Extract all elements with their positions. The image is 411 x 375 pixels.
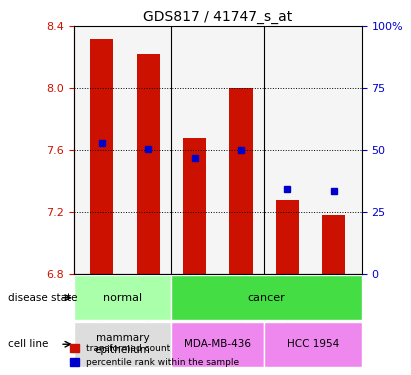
Bar — [183, 138, 206, 274]
Text: disease state: disease state — [8, 293, 78, 303]
Bar — [90, 39, 113, 274]
Bar — [322, 216, 345, 274]
FancyBboxPatch shape — [74, 322, 171, 367]
FancyBboxPatch shape — [74, 275, 171, 320]
Text: cell line: cell line — [8, 339, 48, 349]
Text: cancer: cancer — [248, 293, 285, 303]
FancyBboxPatch shape — [171, 275, 362, 320]
FancyBboxPatch shape — [171, 322, 264, 367]
Text: normal: normal — [103, 293, 142, 303]
Text: MDA-MB-436: MDA-MB-436 — [184, 339, 252, 349]
Legend: transformed count, percentile rank within the sample: transformed count, percentile rank withi… — [66, 340, 243, 370]
FancyBboxPatch shape — [264, 322, 362, 367]
Bar — [229, 88, 253, 274]
Bar — [136, 54, 160, 274]
Text: mammary
epithelium: mammary epithelium — [95, 333, 151, 355]
Title: GDS817 / 41747_s_at: GDS817 / 41747_s_at — [143, 10, 293, 24]
Bar — [276, 200, 299, 274]
Text: HCC 1954: HCC 1954 — [287, 339, 339, 349]
